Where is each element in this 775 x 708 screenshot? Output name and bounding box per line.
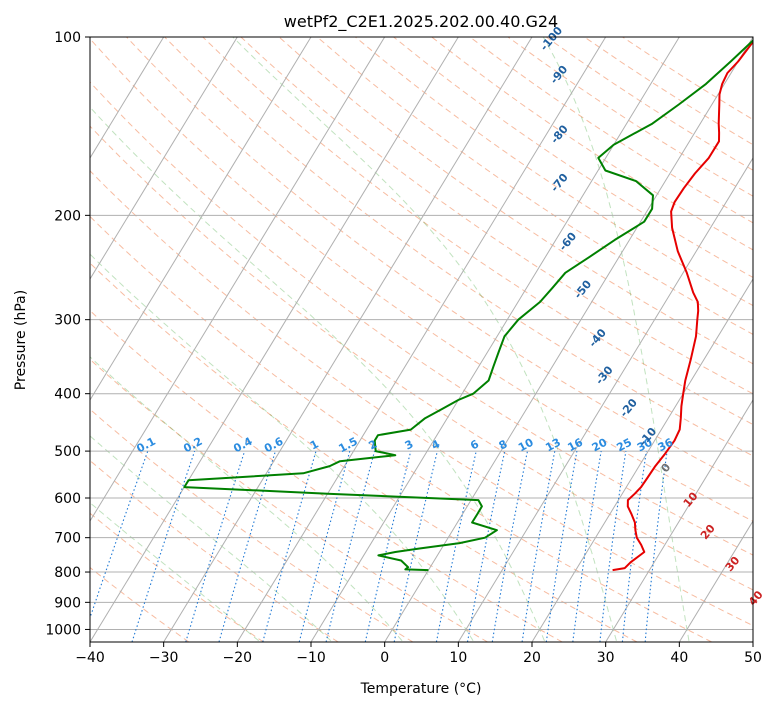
mixing-ratio-line <box>599 451 627 642</box>
x-tick-label: −20 <box>223 650 253 666</box>
y-axis-label: Pressure (hPa) <box>13 290 29 390</box>
isotherm-line <box>90 37 165 159</box>
dry-adiabat-line <box>90 512 264 642</box>
moist-adiabat-line <box>90 435 332 642</box>
x-tick-label: −40 <box>75 650 105 666</box>
y-tick-label: 300 <box>54 313 81 329</box>
mixing-ratio-label: 16 <box>565 436 585 455</box>
mixing-ratio-line <box>131 450 196 642</box>
mixing-ratio-line <box>364 450 412 642</box>
mixing-ratio-line <box>621 451 647 642</box>
mixing-ratio-label: 30 <box>635 436 655 455</box>
mixing-ratio-label: 36 <box>656 436 676 455</box>
dry-adiabat-line <box>278 37 753 365</box>
y-tick-label: 500 <box>54 444 81 460</box>
isotherm-line <box>605 399 753 642</box>
dewpoint-line <box>183 39 753 572</box>
x-tick-label: 40 <box>670 650 688 666</box>
isotherm-line <box>678 520 753 642</box>
mixing-ratio-label: 25 <box>614 436 634 455</box>
plot-frame <box>89 36 754 643</box>
x-tick-label: 50 <box>744 650 762 666</box>
mixing-ratio-line <box>90 450 149 620</box>
y-tick-label: 400 <box>54 387 81 403</box>
moist-adiabat-line <box>90 253 474 642</box>
y-tick-label: 100 <box>54 30 81 46</box>
y-tick-label: 1000 <box>45 622 81 638</box>
mixing-ratio-line <box>185 450 246 642</box>
isotherm-line <box>384 37 753 642</box>
mixing-ratio-line <box>545 451 578 642</box>
y-tick-label: 700 <box>54 531 81 547</box>
x-tick-label: −30 <box>149 650 179 666</box>
dry-adiabat-line <box>90 358 488 642</box>
x-tick-label: −10 <box>296 650 326 666</box>
mixing-ratio-line <box>262 450 317 642</box>
x-tick-label: 0 <box>380 650 389 666</box>
x-axis-label: Temperature (°C) <box>360 681 482 697</box>
dry-adiabat-line <box>90 309 563 642</box>
moist-adiabat-line <box>90 356 403 642</box>
y-tick-label: 200 <box>54 208 81 224</box>
mixing-ratio-line <box>218 450 276 642</box>
moist-adiabat-line <box>90 106 545 642</box>
mixing-ratio-label: 20 <box>590 436 610 455</box>
moist-adiabat-line <box>232 37 617 641</box>
isotherm-line <box>310 37 680 642</box>
y-axis-ticks: 100 200 300 400 500 600 700 800 900 1000 <box>45 30 90 638</box>
isotherm-line <box>90 37 238 280</box>
background-lines <box>90 37 753 642</box>
y-tick-label: 800 <box>54 565 81 581</box>
dry-adiabat-line <box>90 125 753 591</box>
isotherm-line <box>90 37 312 401</box>
dry-adiabat-line <box>90 262 638 642</box>
temperature-line <box>612 40 753 572</box>
mixing-ratio-line <box>572 451 602 642</box>
dry-adiabat-line <box>90 566 190 642</box>
isotherm-line <box>90 37 459 642</box>
dry-adiabat-line <box>355 37 753 307</box>
dry-adiabat-line <box>90 170 753 627</box>
dry-adiabat-line <box>90 215 712 642</box>
isotherm-line <box>531 278 753 642</box>
mixing-ratio-label: 13 <box>543 436 563 455</box>
isotherm-line <box>90 37 386 522</box>
isotherm-line <box>752 641 753 642</box>
x-tick-label: 20 <box>523 650 541 666</box>
y-tick-label: 600 <box>54 491 81 507</box>
isotherm-line <box>457 157 753 642</box>
mixing-ratio-label: 10 <box>516 436 536 455</box>
moist-adiabat-line <box>542 37 690 641</box>
isotherm-line <box>236 37 607 642</box>
mixing-ratio-line <box>644 451 668 642</box>
y-tick-label: 900 <box>54 595 81 611</box>
profile-series <box>183 39 753 572</box>
x-tick-label: 30 <box>597 650 615 666</box>
mixing-ratio-line <box>393 450 438 642</box>
chart-title: wetPf2_C2E1.2025.202.00.40.G24 <box>284 12 558 32</box>
isotherm-line <box>163 37 533 642</box>
x-axis-ticks: −40 −30 −20 −10 0 10 20 30 40 50 <box>75 642 762 666</box>
x-tick-label: 10 <box>449 650 467 666</box>
dry-adiabat-line <box>202 37 753 426</box>
